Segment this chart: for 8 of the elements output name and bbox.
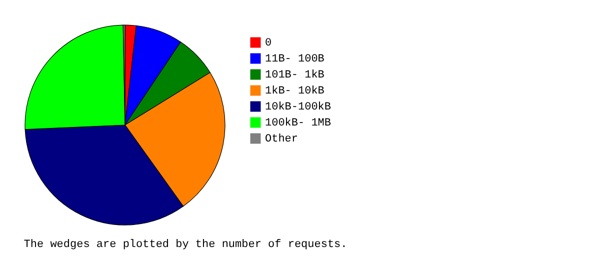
- legend-label: 10kB-100kB: [265, 102, 332, 114]
- text: The wedges are plotted by the number of requests.: [24, 239, 348, 252]
- legend-label: 11B- 100B: [265, 54, 325, 66]
- legend-label: 1kB- 10kB: [265, 86, 325, 98]
- legend-label: Other: [265, 134, 298, 146]
- legend-label: 0: [265, 38, 272, 50]
- legend-label: 101B- 1kB: [265, 70, 325, 82]
- legend-label: 100kB- 1MB: [265, 118, 332, 130]
